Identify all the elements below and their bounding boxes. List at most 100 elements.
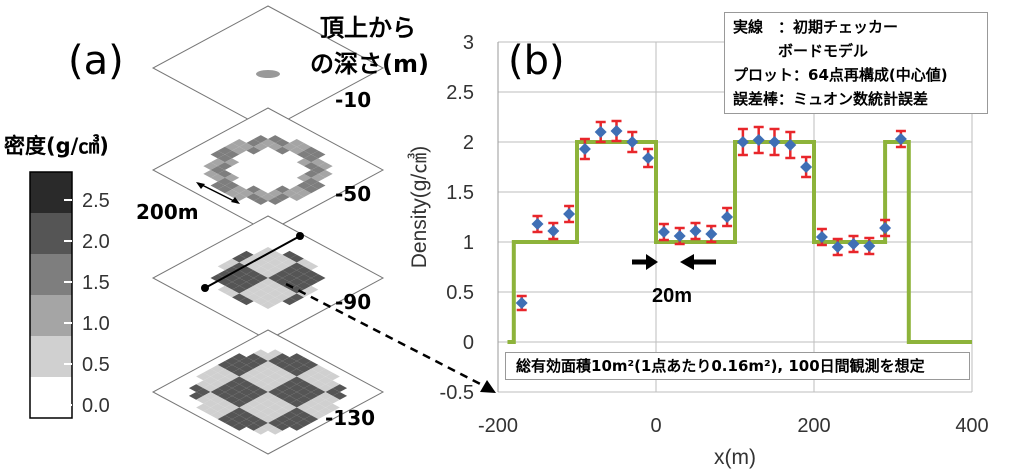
colorbar-segment <box>30 295 72 336</box>
depth-label-50: -50 <box>335 182 372 206</box>
data-point <box>515 297 528 309</box>
y-tick-label: 1.5 <box>446 182 474 204</box>
y-tick-label: 3 <box>463 32 474 54</box>
colorbar-tick-label: 2.5 <box>82 190 110 212</box>
data-point <box>879 222 892 234</box>
data-point <box>563 208 576 220</box>
data-point <box>768 136 781 148</box>
colorbar-tick-label: 0.5 <box>82 354 110 376</box>
legend-line-4: 誤差棒：ミュオン数統計誤差 <box>733 90 929 108</box>
data-point <box>626 136 639 148</box>
depth-label-130: -130 <box>325 406 376 430</box>
x-axis-title: x(m) <box>714 446 756 469</box>
depth-label-90: -90 <box>335 290 372 314</box>
colorbar-tick-label: 2.0 <box>82 231 110 253</box>
density-cell <box>260 301 276 309</box>
colorbar: 2.5 2.0 1.5 1.0 0.5 0.0 <box>29 171 110 419</box>
data-point <box>721 211 734 223</box>
data-point <box>610 125 623 137</box>
colorbar-segment <box>30 213 72 254</box>
colorbar-tick-label: 0.0 <box>82 395 110 417</box>
depth-label-10: -10 <box>335 88 372 112</box>
axis-ticks: -0.5 0 0.5 1 1.5 2 2.5 3 -200 0 200 400 x(m) Density(… <box>407 32 989 469</box>
model-line <box>507 140 972 344</box>
scale-arrowhead <box>196 182 205 189</box>
data-points <box>515 125 907 309</box>
density-cell <box>289 193 304 201</box>
data-point <box>657 226 670 238</box>
x-tick-label: 0 <box>650 415 661 437</box>
density-cell <box>246 146 261 155</box>
data-point <box>847 238 860 250</box>
density-cell <box>268 426 283 435</box>
density-cell <box>239 297 254 306</box>
density-cell <box>253 426 268 435</box>
width-arrowhead-left <box>646 254 658 270</box>
data-point <box>673 230 686 242</box>
density-layers <box>151 5 385 455</box>
colorbar-segment <box>30 172 72 213</box>
width-annotation <box>285 254 716 393</box>
scale-arrowhead <box>231 197 240 204</box>
density-layer-4 <box>151 329 385 455</box>
panel-a-label: (a) <box>68 38 124 84</box>
legend-line-1: 実線 ：初期チェッカー <box>733 18 899 36</box>
y-axis-title: Density(g/㎤) <box>407 146 431 269</box>
connector-dashed-arrow <box>285 282 489 390</box>
density-cell <box>289 423 304 431</box>
y-tick-label: 0 <box>463 332 474 354</box>
colorbar-frame <box>29 171 73 419</box>
x-tick-label: -200 <box>478 415 518 437</box>
y-tick-label: 1 <box>463 232 474 254</box>
data-point <box>894 133 907 145</box>
observation-note: 総有効面積10m²(1点あたり0.16m²), 100日間観測を想定 <box>505 352 970 380</box>
data-point <box>752 134 765 146</box>
colorbar-tick-label: 1.5 <box>82 272 110 294</box>
panel-a-figure: 2.5 2.0 1.5 1.0 0.5 0.0 <box>29 5 385 455</box>
scale-arrow <box>197 182 239 204</box>
data-point <box>642 152 655 164</box>
density-layer-2 <box>151 107 385 233</box>
density-cell <box>275 146 290 155</box>
colorbar-segment <box>30 336 72 377</box>
measurement-line <box>204 235 301 289</box>
colorbar-segment <box>30 377 72 418</box>
width-label: 20m <box>652 285 693 307</box>
data-point <box>531 218 544 230</box>
chart-legend: 実線 ：初期チェッカー ボードモデル プロット：64点再構成(中心値) 誤差棒：… <box>724 12 988 114</box>
x-tick-label: 200 <box>797 415 830 437</box>
legend-line-2: ボードモデル <box>733 42 869 60</box>
width-arrowhead-right <box>680 254 694 270</box>
density-cell <box>268 197 283 205</box>
data-point <box>547 225 560 237</box>
colorbar-segment <box>30 254 72 295</box>
y-tick-label: 2.5 <box>446 82 474 104</box>
scale-label: 200m <box>136 200 199 224</box>
data-point <box>831 241 844 253</box>
data-point <box>863 240 876 252</box>
data-point <box>800 161 813 173</box>
depth-header-line2: の深さ(m) <box>310 50 429 78</box>
y-tick-label: -0.5 <box>440 382 474 404</box>
data-point <box>689 225 702 237</box>
data-point <box>736 136 749 148</box>
data-point <box>594 126 607 138</box>
model-polyline <box>507 140 972 344</box>
measurement-endpoint <box>296 232 304 240</box>
dense-spot <box>256 70 280 78</box>
data-point <box>815 231 828 243</box>
y-tick-label: 0.5 <box>446 282 474 304</box>
data-point <box>784 139 797 151</box>
colorbar-tick-label: 1.0 <box>82 313 110 335</box>
connector-arrowhead <box>480 380 496 393</box>
density-cell <box>232 423 247 431</box>
measurement-endpoint <box>201 284 209 292</box>
panel-b-label: (b) <box>508 38 565 84</box>
colorbar-title: 密度(g/㎤) <box>4 134 109 158</box>
data-point <box>578 143 591 155</box>
x-tick-label: 400 <box>955 415 988 437</box>
legend-line-3: プロット：64点再構成(中心値) <box>733 66 948 84</box>
depth-header-line1: 頂上から <box>320 14 416 42</box>
y-tick-label: 2 <box>463 132 474 154</box>
